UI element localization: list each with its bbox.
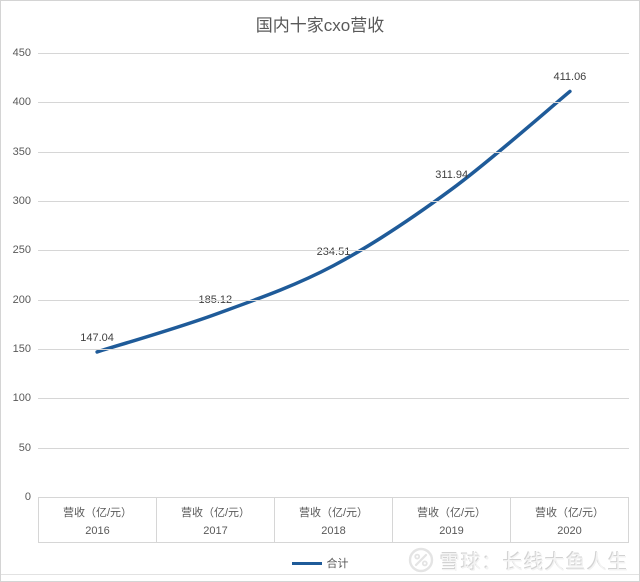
gridline [38, 398, 629, 400]
x-axis-cell-year: 2020 [557, 524, 582, 537]
y-axis-tick-label: 150 [12, 343, 31, 355]
x-axis-cell-year: 2017 [203, 524, 228, 537]
series-line-total [95, 89, 572, 354]
gridline [38, 447, 629, 449]
data-label: 147.04 [80, 331, 114, 344]
x-axis-cell: 营收（亿/元） 2019 [393, 498, 511, 542]
x-axis-cell-header: 营收（亿/元） [534, 506, 605, 519]
data-label: 411.06 [553, 71, 587, 84]
gridline [38, 201, 629, 202]
gridline [38, 102, 629, 104]
y-axis-tick-label: 200 [12, 293, 31, 306]
x-axis-cell: 营收（亿/元） 2016 [39, 498, 157, 542]
y-axis-tick-label: 100 [12, 392, 31, 405]
gridline [38, 53, 629, 54]
y-axis-tick-label: 0 [24, 491, 31, 503]
legend-line-swatch [291, 561, 322, 565]
xueqiu-logo-icon [408, 547, 434, 573]
data-label: 311.94 [435, 169, 469, 182]
legend-label: 合计 [326, 558, 349, 570]
x-axis-cell-header: 营收（亿/元） [180, 506, 251, 519]
x-axis-cell-year: 2016 [85, 524, 110, 537]
x-axis-table: 营收（亿/元） 2016 营收（亿/元） 2017 营收（亿/元） 2018 营收（亿/元）… [38, 497, 629, 543]
y-axis-tick-label: 50 [18, 441, 31, 454]
x-axis-cell: 营收（亿/元） 2017 [157, 498, 275, 542]
x-axis-cell-header: 营收（亿/元） [298, 506, 369, 519]
gridline [38, 151, 629, 153]
gridline [38, 349, 629, 350]
y-axis-tick-label: 250 [12, 244, 31, 257]
y-axis-tick-label: 300 [12, 195, 31, 207]
y-axis-tick-label: 450 [12, 47, 31, 59]
x-axis-cell-header: 营收（亿/元） [416, 506, 487, 519]
x-axis-cell-year: 2019 [439, 524, 464, 537]
legend: 合计 [1, 555, 639, 571]
series-line-svg [95, 89, 572, 354]
x-axis-cell-header: 营收（亿/元） [62, 506, 133, 519]
x-axis-cell-year: 2018 [321, 524, 346, 537]
watermark-text: 雪球：长线大鱼人生 [440, 551, 629, 574]
chart-title: 国内十家cxo营收 [255, 16, 385, 35]
x-axis-cell: 营收（亿/元） 2020 [511, 498, 628, 542]
watermark: 雪球：长线大鱼人生 [408, 546, 629, 574]
x-axis-cell: 营收（亿/元） 2018 [275, 498, 393, 542]
gridline [38, 250, 629, 252]
y-axis-tick-label: 400 [12, 96, 31, 109]
data-label: 234.51 [316, 245, 351, 258]
y-axis-tick-label: 350 [12, 145, 31, 158]
gridline [38, 299, 629, 301]
